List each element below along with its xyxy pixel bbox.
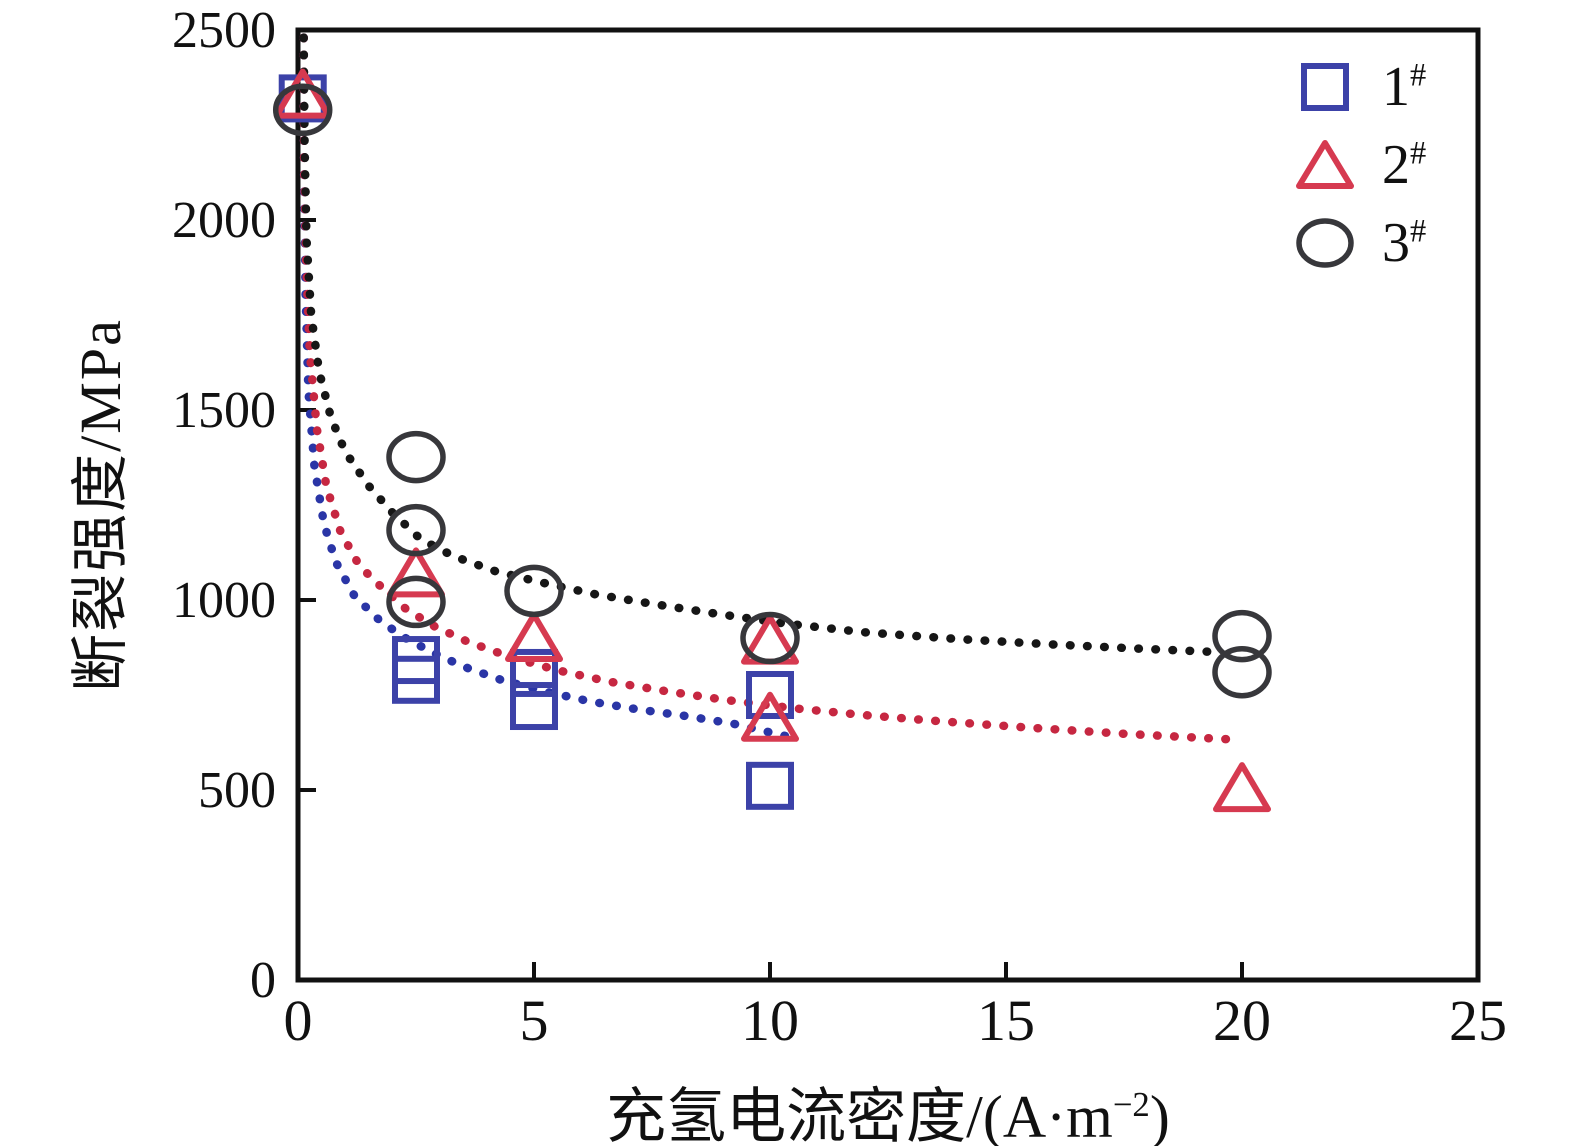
x-axis-title-text: 充氢电流密度/(A·m: [606, 1084, 1113, 1146]
triangle-marker-icon: [1296, 140, 1354, 189]
legend-item-series1: 1#: [1296, 48, 1426, 126]
x-axis-title-exponent: −2: [1112, 1085, 1150, 1124]
x-tick-label: 0: [284, 988, 313, 1053]
trend-line-series2: [299, 33, 1237, 744]
data-point-circle-series3: [272, 83, 333, 137]
data-point-square-series1: [392, 655, 440, 704]
x-axis-title: 充氢电流密度/(A·m−2): [606, 1068, 1170, 1146]
data-point-triangle-series2: [273, 68, 332, 119]
y-tick-label: 500: [198, 762, 276, 819]
x-tick-label: 10: [741, 988, 799, 1053]
data-point-square-series1: [746, 761, 794, 810]
data-point-circle-series3: [1212, 645, 1272, 699]
data-point-square-series1: [510, 682, 558, 731]
y-tick-label: 0: [250, 952, 276, 1009]
data-point-triangle-series2: [741, 691, 799, 742]
trend-line-series3: [299, 33, 1214, 656]
plot-border: [295, 27, 1481, 983]
legend-label: 2#: [1382, 134, 1427, 196]
data-point-square-series1: [510, 648, 558, 697]
x-tick-label: 20: [1213, 988, 1271, 1053]
data-point-triangle-series2: [1213, 762, 1271, 813]
legend-item-series2: 2#: [1296, 126, 1426, 204]
square-marker-icon: [1301, 63, 1349, 111]
x-tick-label: 15: [977, 988, 1035, 1053]
circle-marker-icon: [1296, 218, 1354, 268]
legend: 1# 2# 3#: [1296, 48, 1426, 282]
y-axis-title: 断裂强度/MPa: [68, 318, 133, 692]
data-point-circle-series3: [386, 575, 446, 629]
x-tick-label: 25: [1449, 988, 1507, 1053]
y-tick-label: 1000: [172, 572, 276, 629]
data-point-circle-series3: [1212, 609, 1272, 663]
y-tick-label: 2000: [172, 192, 276, 249]
legend-label: 3#: [1382, 212, 1427, 274]
data-point-triangle-series2: [505, 612, 563, 662]
data-point-circle-series3: [386, 503, 446, 557]
data-point-circle-series3: [504, 564, 564, 618]
trend-line-series1: [299, 33, 794, 742]
legend-label: 1#: [1382, 56, 1427, 118]
data-point-circle-series3: [740, 611, 800, 665]
data-point-circle-series3: [386, 430, 446, 484]
x-axis-title-close: ): [1149, 1084, 1170, 1146]
y-tick-label: 2500: [172, 2, 276, 59]
x-tick-label: 5: [520, 988, 549, 1053]
data-point-square-series1: [746, 671, 794, 719]
data-point-triangle-series2: [387, 547, 445, 598]
legend-item-series3: 3#: [1296, 204, 1426, 282]
y-tick-label: 1500: [172, 382, 276, 439]
